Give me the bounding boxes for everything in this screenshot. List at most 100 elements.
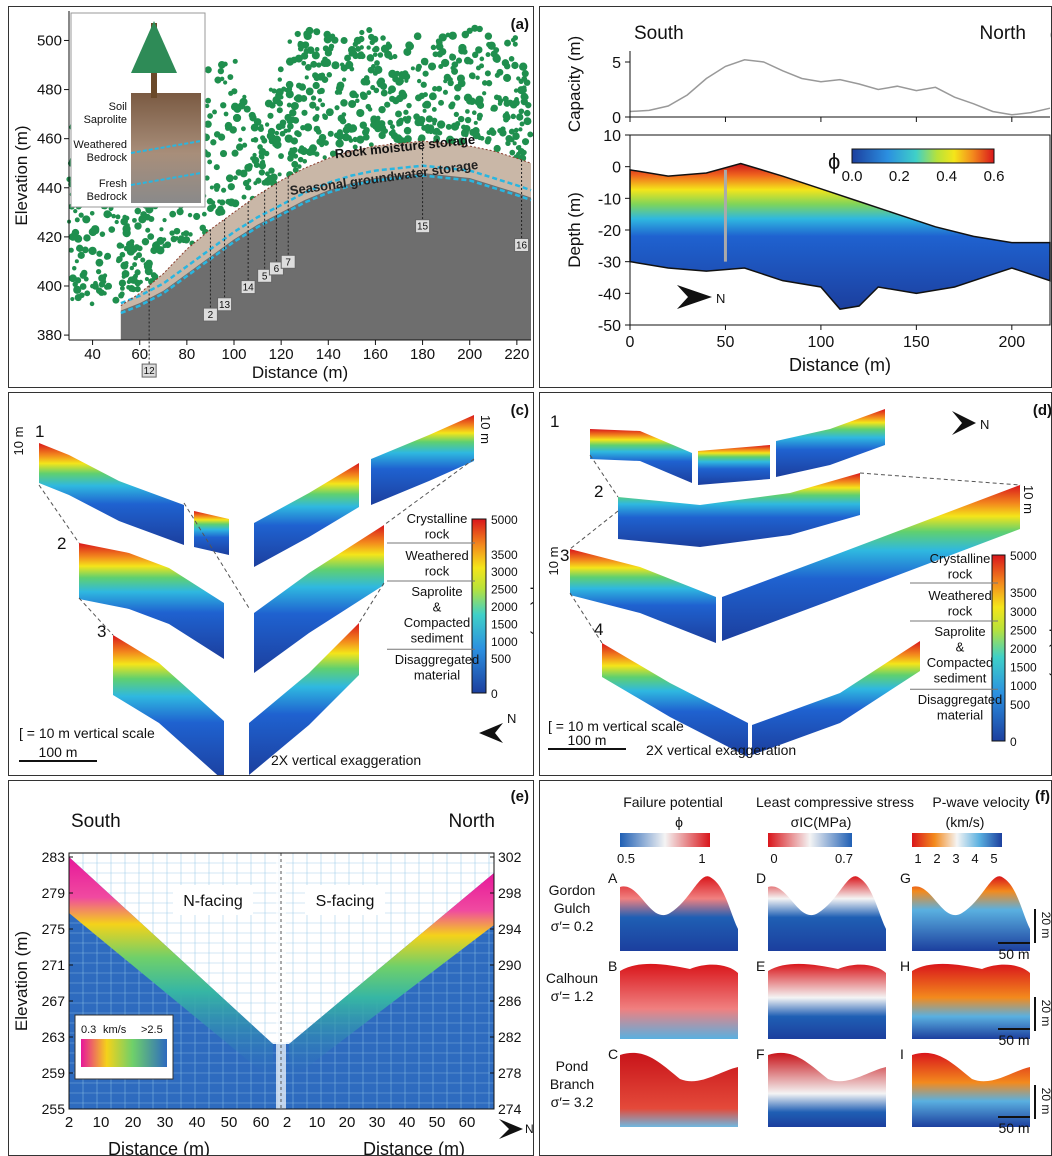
panel-label: (a) [511, 16, 529, 33]
tree-dot [465, 109, 470, 114]
tree-dot [512, 141, 517, 146]
seismic-profile-segment [752, 641, 920, 755]
profile-connector [78, 597, 114, 636]
tree-dot [310, 60, 318, 68]
row-site: Gulch [554, 900, 591, 916]
vp-colorbar-tick: 0 [1010, 735, 1017, 749]
seismic-profile-segment [194, 511, 229, 555]
tree-dot [394, 70, 401, 77]
tree-dot [284, 135, 293, 143]
tree-dot [359, 29, 365, 36]
tree-dot [69, 274, 77, 283]
y-tick-left: 259 [42, 1065, 66, 1081]
tree-dot [322, 45, 329, 52]
tree-dot [482, 91, 487, 96]
tree-dot [126, 284, 131, 290]
profile-connector [358, 582, 385, 624]
tree-dot [126, 243, 134, 251]
tree-dot [159, 227, 164, 232]
tree-dot [501, 59, 510, 67]
tree-dot [525, 101, 532, 109]
tree-dot [231, 88, 238, 95]
tree-dot [310, 95, 317, 101]
tree-dot [134, 286, 141, 293]
vp-colorbar-tick: 1500 [1010, 661, 1037, 675]
tree-dot [103, 210, 112, 219]
tree-dot [297, 164, 302, 169]
tree-dot [428, 92, 437, 101]
tree-dot [210, 139, 217, 146]
inset-label: Weathered [73, 139, 127, 151]
profile-label-1: 1 [35, 422, 44, 441]
phi-colorbar-tick: 0.4 [936, 168, 957, 185]
tree-dot [278, 153, 284, 159]
mini-section-fill [912, 876, 1030, 951]
scalebar-label: 100 m [568, 732, 607, 748]
tree-dot [294, 30, 301, 38]
colorbar-tick: 0.5 [617, 851, 635, 866]
y-tick-label: 400 [37, 278, 62, 295]
tree-dot [140, 211, 148, 218]
inset-tree-crown [131, 21, 177, 73]
tree-dot [70, 296, 75, 302]
tree-dot [266, 132, 275, 140]
tree-dot [457, 137, 466, 146]
tree-dot [119, 251, 126, 258]
tree-dot [503, 100, 511, 107]
tree-dot [349, 66, 355, 72]
y-tick-left: 267 [42, 993, 66, 1009]
column-symbol: (km/s) [946, 814, 985, 830]
tree-dot [277, 66, 284, 73]
colorbar-tick: 0 [770, 851, 777, 866]
direction-south: South [71, 811, 121, 832]
tree-dot [350, 50, 358, 57]
tree-dot [523, 109, 531, 117]
tree-dot [471, 110, 477, 116]
tree-dot [422, 101, 429, 109]
tree-dot [287, 155, 294, 162]
tree-dot [422, 92, 428, 98]
tree-dot [267, 112, 274, 119]
tree-dot [313, 29, 321, 36]
exaggeration-note: 2X vertical exaggeration [271, 752, 421, 768]
section-letter: B [608, 958, 617, 974]
tree-dot [416, 63, 422, 70]
tree-dot [68, 247, 74, 253]
section-letter: C [608, 1046, 618, 1062]
y-tick-right: 302 [498, 849, 522, 865]
tree-dot [95, 287, 103, 294]
tree-dot [178, 235, 183, 240]
material-label: Weathered [928, 588, 991, 603]
tree-dot [368, 142, 374, 148]
tree-dot [207, 113, 213, 119]
tree-dot [329, 150, 337, 157]
tree-dot [448, 31, 457, 40]
tree-dot [246, 163, 253, 169]
y-tick-label: -50 [598, 318, 621, 335]
tree-dot [341, 112, 347, 117]
tree-dot [402, 70, 409, 77]
tree-dot [317, 98, 323, 103]
colorbar-max: >2.5 [141, 1024, 163, 1036]
colorbar-tick: 3 [952, 851, 959, 866]
tree-dot [277, 172, 282, 177]
colorbar-tick: 2 [933, 851, 940, 866]
profile-label-3: 3 [97, 622, 106, 641]
section-letter: A [608, 870, 618, 886]
tree-dot [134, 207, 142, 215]
facing-left-label: N-facing [183, 893, 243, 910]
tree-dot [148, 216, 155, 223]
tree-dot [505, 135, 513, 143]
x-tick-label: 140 [316, 346, 341, 363]
tree-dot [454, 94, 461, 101]
tree-dot [323, 35, 332, 44]
seismic-profile-segment [722, 485, 1020, 641]
tree-dot [316, 62, 322, 68]
tree-dot [410, 66, 415, 71]
x-tick-label: 50 [717, 334, 735, 351]
tree-dot [334, 105, 340, 111]
y-tick-label: 0 [612, 160, 621, 177]
tree-dot [132, 217, 137, 223]
tree-dot [73, 285, 82, 294]
